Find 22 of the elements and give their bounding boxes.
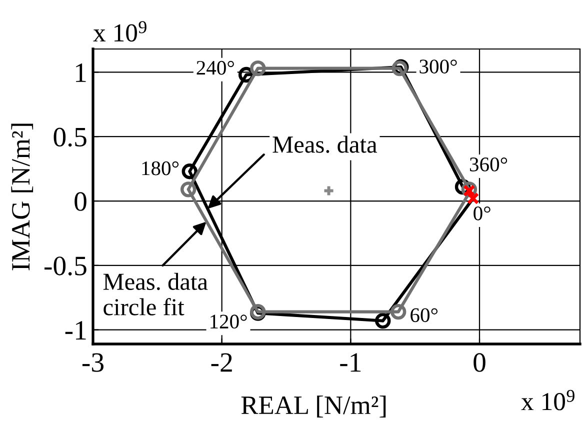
annotation: Meas. data circle fit (103, 272, 208, 316)
x-axis-title: REAL [N/m²] (241, 396, 386, 418)
annotation: 360° (470, 158, 508, 172)
y-axis-title: IMAG [N/m²] (11, 124, 34, 270)
y-tick-label: -1 (65, 321, 86, 340)
annotation: 240° (196, 60, 234, 75)
annotation: 180° (142, 161, 179, 176)
annotation: Meas. data (272, 136, 377, 153)
x-tick-label: -2 (211, 353, 232, 372)
y-tick-label: 1 (76, 63, 86, 82)
annotation: 0° (474, 206, 490, 220)
y-tick-label: 0.5 (54, 128, 86, 147)
text: x 10$^{9}$ (521, 390, 574, 410)
annotation: 60° (410, 308, 438, 322)
y-tick-label: 0 (74, 192, 86, 211)
annotation: 300° (420, 60, 457, 74)
x-tick-label: -3 (82, 353, 104, 372)
text: x 10$^{9}$ (93, 21, 146, 42)
y-tick-label: -0.5 (44, 256, 86, 276)
x-tick-label: -1 (340, 353, 361, 372)
annotation: 120° (210, 314, 247, 329)
x-tick-label: 0 (474, 353, 486, 372)
